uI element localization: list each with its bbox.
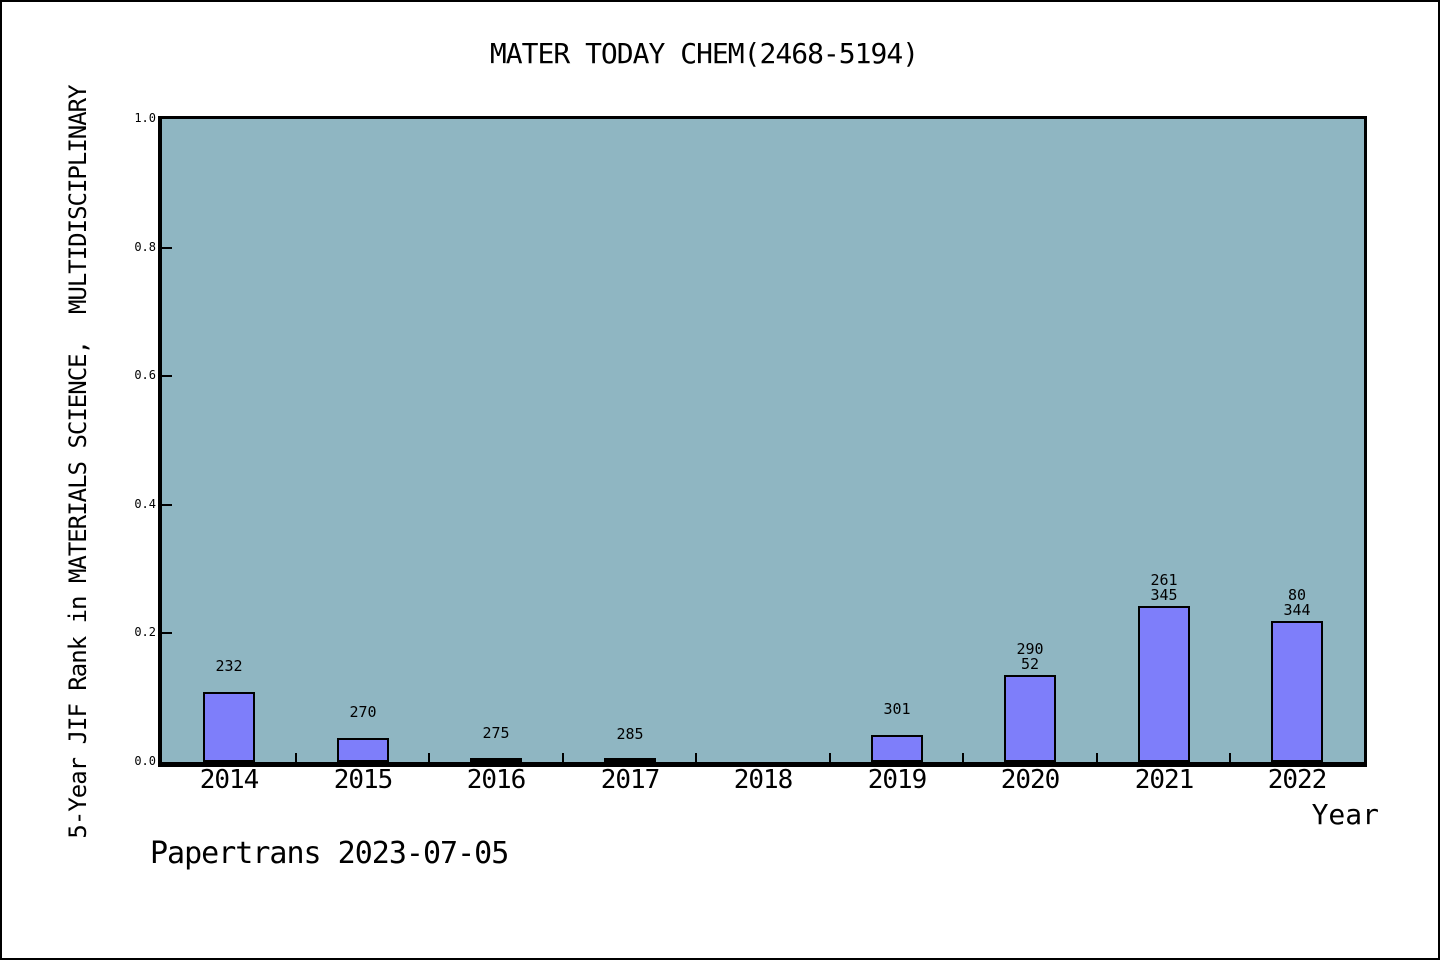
bar-2022 — [1271, 621, 1323, 762]
x-tick-mark — [829, 753, 831, 762]
y-tick-label: 0.6 — [134, 368, 156, 382]
x-axis-label: Year — [1311, 798, 1379, 831]
x-tick-mark — [695, 753, 697, 762]
bar-2017 — [604, 758, 656, 762]
x-tick-label-2014: 2014 — [199, 765, 260, 795]
bar-2019 — [871, 735, 923, 762]
bar-2014 — [203, 692, 255, 762]
y-tick-mark — [162, 247, 172, 249]
bar-2015 — [337, 738, 389, 762]
bar-label-2016: 275 — [482, 724, 510, 742]
x-tick-label-2020: 2020 — [1000, 765, 1061, 795]
bar-label-2020: 290 52 — [1016, 640, 1044, 673]
y-axis-label: 5-Year JIF Rank in MATERIALS SCIENCE, MU… — [64, 85, 92, 839]
y-tick-label: 0.2 — [134, 625, 156, 639]
x-tick-label-2016: 2016 — [466, 765, 527, 795]
watermark-caption: Papertrans 2023-07-05 — [150, 836, 509, 871]
bar-2021 — [1138, 606, 1190, 762]
y-tick-mark — [162, 504, 172, 506]
y-tick-label: 1.0 — [134, 111, 156, 125]
x-tick-mark — [562, 753, 564, 762]
x-tick-mark — [1096, 753, 1098, 762]
bar-label-2022: 80 344 — [1283, 586, 1311, 619]
x-tick-mark — [428, 753, 430, 762]
bar-label-2014: 232 — [215, 657, 243, 675]
x-tick-label-2019: 2019 — [867, 765, 928, 795]
bar-label-2015: 270 — [349, 703, 377, 721]
x-tick-label-2017: 2017 — [600, 765, 661, 795]
bar-2016 — [470, 758, 522, 762]
y-tick-mark — [162, 632, 172, 634]
y-tick-mark — [162, 375, 172, 377]
bar-label-2019: 301 — [883, 700, 911, 718]
x-tick-mark — [962, 753, 964, 762]
plot-area: 232 270 275 285 301 290 52 261 345 80 344 — [158, 116, 1367, 767]
bar-label-2017: 285 — [616, 725, 644, 743]
x-tick-label-2021: 2021 — [1134, 765, 1195, 795]
x-tick-label-2022: 2022 — [1267, 765, 1328, 795]
bar-label-2021: 261 345 — [1150, 571, 1178, 604]
y-tick-label: 0.0 — [134, 754, 156, 768]
x-tick-label-2018: 2018 — [733, 765, 794, 795]
x-tick-label-2015: 2015 — [333, 765, 394, 795]
chart-title: MATER TODAY CHEM(2468-5194) — [489, 37, 919, 70]
y-tick-label: 0.4 — [134, 497, 156, 511]
bar-2020 — [1004, 675, 1056, 762]
y-tick-label: 0.8 — [134, 240, 156, 254]
x-tick-mark — [1229, 753, 1231, 762]
x-tick-mark — [295, 753, 297, 762]
